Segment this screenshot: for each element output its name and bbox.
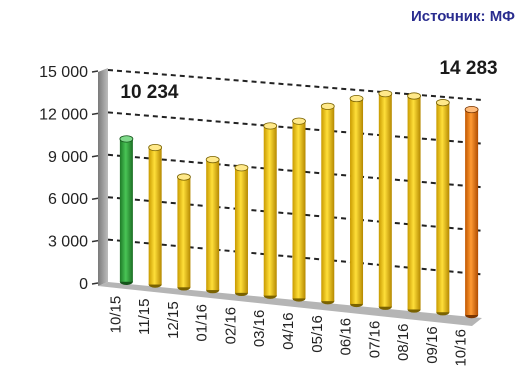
bar-top <box>205 155 220 164</box>
bar-body <box>465 109 479 316</box>
data-label: 14 283 <box>439 58 497 79</box>
y-tick-label: 0 <box>79 276 88 293</box>
bar-body <box>234 167 248 293</box>
bar-top <box>407 92 421 100</box>
x-tick-label: 10/16 <box>453 329 470 367</box>
y-tick-label: 3 000 <box>48 234 88 251</box>
bar-08/16 <box>407 92 421 313</box>
bar-02/16 <box>234 164 249 297</box>
bar-top <box>263 122 278 130</box>
y-tick-label: 12 000 <box>39 106 88 123</box>
data-labels: 10 234 14 283 <box>120 58 497 103</box>
bar-06/16 <box>349 94 364 308</box>
x-tick-label: 01/16 <box>194 304 211 342</box>
bar-body <box>292 121 306 299</box>
bar-top <box>435 99 450 107</box>
x-tick-label: 09/16 <box>424 326 441 364</box>
bar-12/15 <box>177 173 191 291</box>
bar-05/16 <box>320 102 335 305</box>
x-tick-label: 12/15 <box>165 301 182 339</box>
y-tick-mark <box>91 70 99 73</box>
x-tick-label: 06/16 <box>338 318 355 356</box>
y-tick-label: 6 000 <box>48 191 88 208</box>
y-tick-mark <box>91 197 99 200</box>
data-label: 10 234 <box>120 82 179 103</box>
bar-body <box>436 102 450 313</box>
bar-top <box>119 135 134 143</box>
bar-11/15 <box>148 143 163 288</box>
y-tick-mark <box>91 282 99 285</box>
floor <box>98 282 482 326</box>
x-tick-label: 04/16 <box>280 312 297 350</box>
bar-top <box>320 102 335 110</box>
bar-top <box>378 90 393 98</box>
bar-top <box>234 164 249 172</box>
bar-01/16 <box>205 155 220 294</box>
bar-top <box>177 173 191 181</box>
bar-body <box>148 147 162 285</box>
x-tick-label: 02/16 <box>222 307 239 345</box>
x-tick-label: 08/16 <box>395 323 412 361</box>
y-axis-ticks: 0 3 000 6 000 9 000 12 000 15 000 <box>39 64 99 293</box>
bar-10/16 <box>464 105 479 319</box>
x-tick-label: 07/16 <box>366 321 383 359</box>
y-tick-label: 9 000 <box>48 149 88 166</box>
bar-top <box>349 94 364 103</box>
side-wall <box>98 68 108 286</box>
bar-top <box>292 117 306 125</box>
y-tick-label: 15 000 <box>39 64 88 81</box>
bar-top <box>464 105 479 114</box>
bar-top <box>148 143 163 152</box>
bars <box>119 90 479 319</box>
y-tick-mark <box>91 239 99 243</box>
bar-body <box>407 95 421 310</box>
bar-09/16 <box>435 99 450 316</box>
bar-body <box>321 106 335 302</box>
bar-body <box>119 138 133 282</box>
x-axis-ticks: 10/15 11/15 12/15 01/16 02/16 03/16 04/16 05/16… <box>107 296 469 367</box>
x-tick-label: 03/16 <box>251 310 268 348</box>
bar-body <box>350 98 364 304</box>
source-label: Источник: МФ <box>410 8 515 25</box>
x-tick-label: 05/16 <box>309 315 326 353</box>
x-tick-label: 11/15 <box>136 299 153 335</box>
bar-04/16 <box>292 117 306 302</box>
y-tick-mark <box>91 155 99 158</box>
x-tick-label: 10/15 <box>107 296 124 334</box>
chart-walls <box>98 68 482 326</box>
bar-body <box>378 93 392 307</box>
bar-07/16 <box>378 90 393 310</box>
bar-body <box>263 125 277 296</box>
bar-03/16 <box>263 122 278 299</box>
bar-10/15 <box>119 135 134 285</box>
bar-body <box>206 159 220 291</box>
bar-body <box>177 177 191 288</box>
y-tick-mark <box>91 112 99 116</box>
